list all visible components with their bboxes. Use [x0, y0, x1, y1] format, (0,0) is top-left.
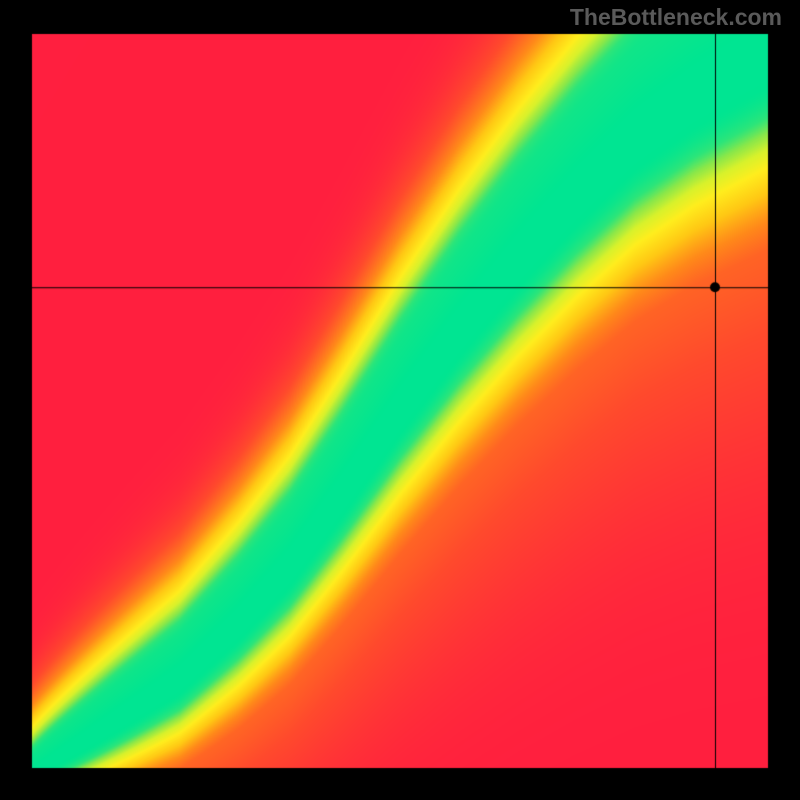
attribution-text: TheBottleneck.com [570, 4, 782, 31]
heatmap-canvas [0, 0, 800, 800]
chart-container: TheBottleneck.com [0, 0, 800, 800]
